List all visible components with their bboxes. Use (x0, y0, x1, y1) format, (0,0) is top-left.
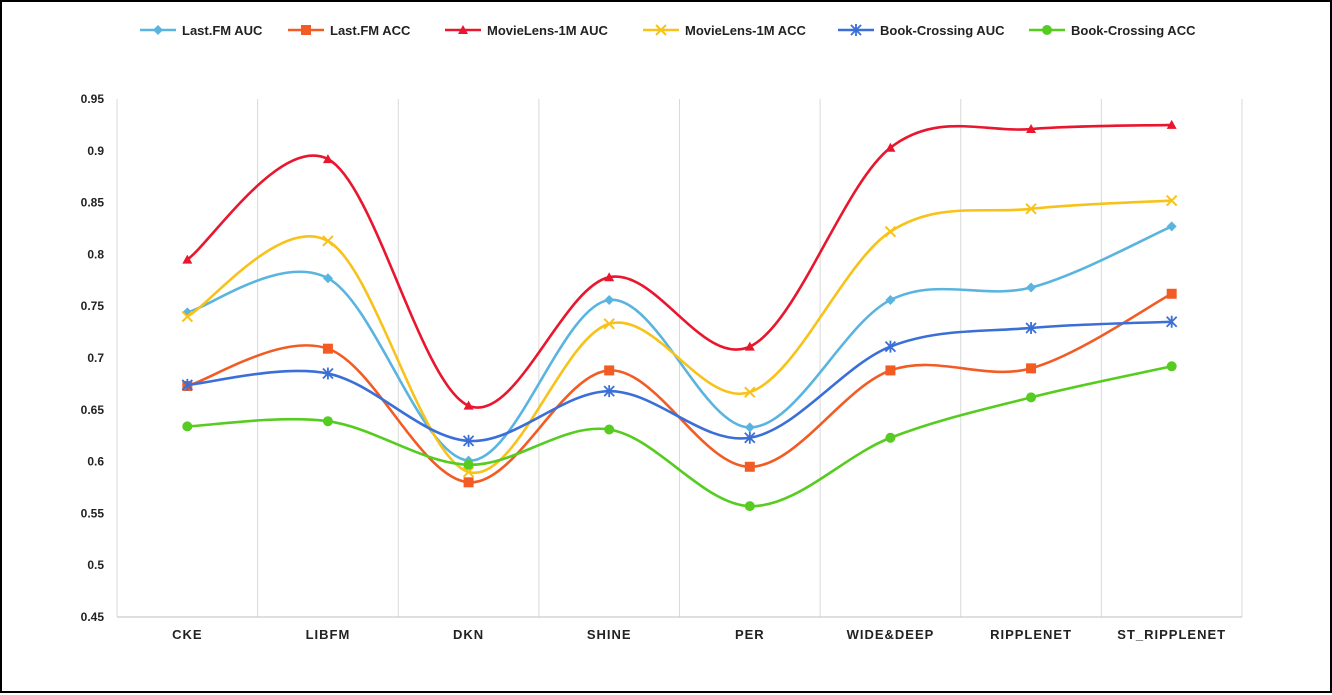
legend-label: MovieLens-1M AUC (487, 23, 608, 38)
y-tick-label: 0.55 (81, 506, 105, 520)
legend-marker (153, 25, 163, 35)
legend-label: MovieLens-1M ACC (685, 23, 806, 38)
series-line (187, 320, 1172, 443)
data-point (1166, 119, 1177, 129)
data-point (1165, 194, 1178, 207)
legend-label: Last.FM ACC (330, 23, 411, 38)
data-point (322, 367, 334, 380)
data-point (1025, 321, 1037, 334)
series-line (186, 292, 1173, 484)
data-point (182, 421, 193, 432)
legend-marker (850, 24, 862, 36)
data-point (885, 142, 896, 152)
series-5 (182, 361, 1177, 512)
y-tick-label: 0.8 (87, 247, 104, 261)
legend-item: MovieLens-1M AUC (445, 23, 608, 38)
data-point (463, 477, 474, 488)
data-point (1166, 288, 1177, 299)
y-tick-label: 0.45 (81, 610, 105, 624)
data-point (322, 273, 333, 284)
y-tick-label: 0.5 (87, 558, 104, 572)
data-point (1026, 124, 1037, 134)
series-3 (181, 194, 1178, 478)
data-point (604, 365, 615, 376)
data-point (1026, 282, 1037, 293)
data-point (885, 294, 896, 305)
legend-item: Last.FM ACC (288, 23, 411, 38)
legend-marker (655, 24, 667, 36)
series-line (187, 365, 1172, 508)
x-tick-label: ST_RIPPLENET (1117, 627, 1226, 642)
data-point (463, 400, 474, 410)
x-tick-label: SHINE (587, 627, 632, 642)
x-axis-ticks: CKE LIBFM DKN SHINE PER WIDE&DEEP RIPPLENET ST_… (172, 627, 1226, 642)
series-4 (181, 315, 1178, 447)
legend-label: Book-Crossing AUC (880, 23, 1005, 38)
legend-item: Book-Crossing AUC (838, 23, 1005, 38)
data-point (322, 416, 333, 427)
legend-label: Last.FM AUC (182, 23, 263, 38)
x-tick-label: LIBFM (306, 627, 351, 642)
legend-marker (458, 25, 468, 34)
data-point (1166, 221, 1177, 232)
data-point (463, 459, 474, 470)
data-point (1025, 203, 1037, 215)
data-point (181, 378, 193, 391)
y-tick-label: 0.65 (81, 403, 105, 417)
data-point (885, 432, 896, 443)
x-tick-label: RIPPLENET (990, 627, 1072, 642)
data-point (181, 310, 194, 323)
series-layer (181, 119, 1178, 512)
legend-marker (1042, 25, 1052, 35)
legend-marker (301, 25, 311, 35)
legend-item: Last.FM AUC (140, 23, 263, 38)
data-point (744, 501, 755, 512)
legend-label: Book-Crossing ACC (1071, 23, 1196, 38)
data-point (744, 422, 755, 433)
series-line (186, 123, 1172, 409)
data-point (1166, 315, 1178, 328)
y-axis-ticks: 0.45 0.5 0.55 0.6 0.65 0.7 0.75 0.8 0.85 0.9 0.95 (81, 92, 105, 624)
data-point (604, 424, 615, 435)
y-tick-label: 0.6 (87, 455, 104, 469)
data-point (885, 365, 896, 376)
x-tick-label: CKE (172, 627, 202, 642)
legend: Last.FM AUC Last.FM ACC MovieLens-1M AUC Mo… (140, 23, 1196, 38)
data-point (884, 340, 897, 353)
series-2 (182, 119, 1177, 410)
data-point (322, 154, 333, 164)
data-point (604, 294, 615, 305)
data-point (603, 318, 615, 330)
legend-item: Book-Crossing ACC (1029, 23, 1196, 38)
data-point (744, 341, 755, 351)
data-point (884, 225, 897, 238)
x-tick-label: DKN (453, 627, 484, 642)
data-point (322, 235, 334, 247)
y-tick-label: 0.75 (81, 299, 105, 313)
data-point (1026, 392, 1037, 403)
data-point (744, 386, 756, 398)
series-line (186, 225, 1173, 462)
data-point (462, 434, 475, 447)
data-point (604, 272, 615, 282)
legend-item: MovieLens-1M ACC (643, 23, 806, 38)
data-point (322, 343, 333, 354)
data-point (1166, 361, 1177, 372)
data-point (1026, 363, 1037, 374)
y-tick-label: 0.9 (87, 144, 104, 158)
y-tick-label: 0.85 (81, 196, 105, 210)
data-point (744, 461, 755, 472)
y-tick-label: 0.95 (81, 92, 105, 106)
y-tick-label: 0.7 (87, 351, 104, 365)
x-tick-label: PER (735, 627, 765, 642)
x-tick-label: WIDE&DEEP (847, 627, 935, 642)
series-line (186, 199, 1172, 475)
data-point (744, 431, 756, 444)
data-point (603, 385, 615, 398)
data-point (462, 466, 475, 478)
data-point (182, 254, 193, 264)
